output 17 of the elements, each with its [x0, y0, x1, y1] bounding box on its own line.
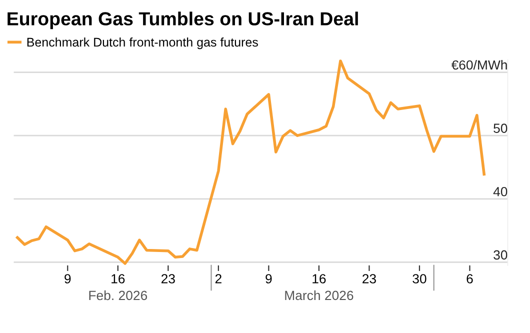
x-tick-label: 16	[112, 274, 125, 284]
x2-tick-label: Feb. 2026	[89, 290, 148, 300]
x-tick-label: 9	[266, 274, 272, 284]
x-tick-label: 16	[312, 274, 326, 284]
y-tick-label: €60/MWh	[451, 60, 507, 70]
x2-tick-label: March 2026	[285, 290, 354, 300]
x-tick-label: 6	[466, 274, 473, 284]
x-tick-label: 9	[64, 274, 71, 284]
x-tick-label: 30	[412, 274, 426, 284]
y-tick-label: 50	[494, 124, 508, 133]
y-tick-label: 30	[494, 250, 508, 260]
x-tick-label: 23	[161, 274, 175, 284]
x-tick-label: 2	[215, 274, 222, 284]
chart-title: European Gas Tumbles on US-Iran Deal	[8, 12, 358, 30]
legend-label: Benchmark Dutch front-month gas futures	[27, 37, 258, 50]
x-tick-label: 23	[362, 274, 376, 284]
y-tick-label: 40	[493, 186, 508, 196]
